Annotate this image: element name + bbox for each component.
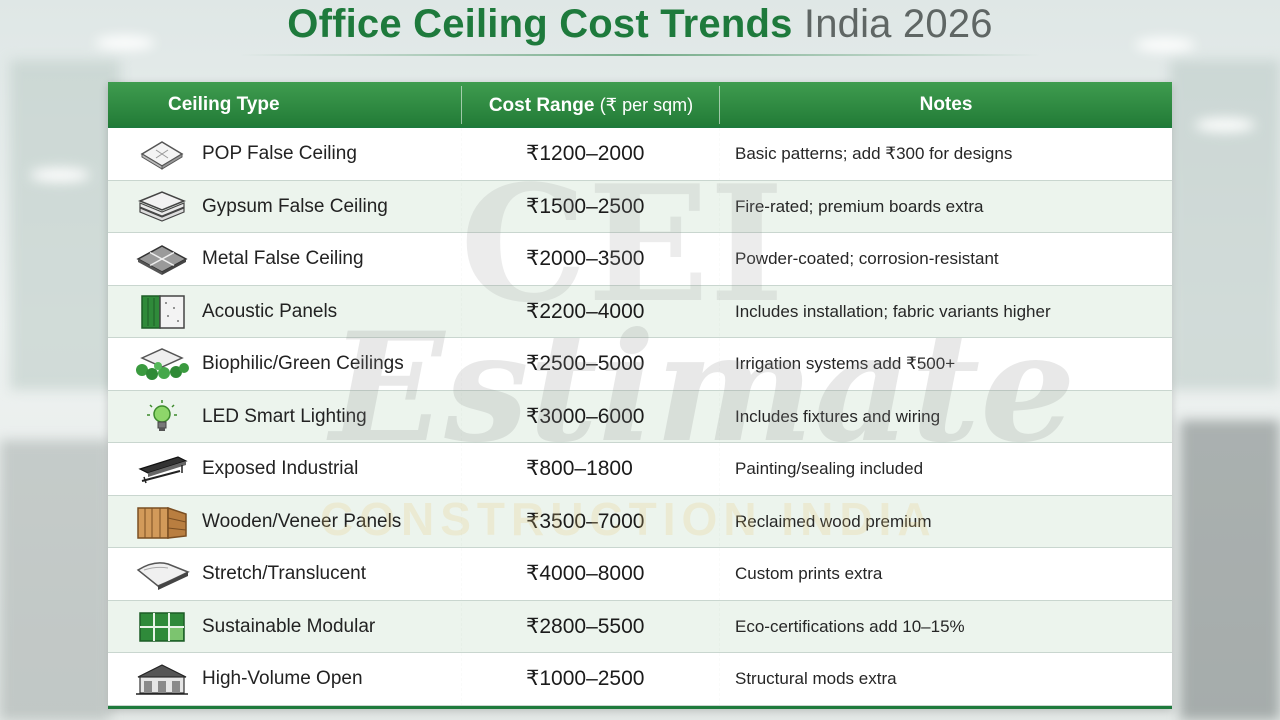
ceiling-type: Gypsum False Ceiling [202, 195, 388, 217]
ceiling-type: Stretch/Translucent [202, 563, 367, 584]
industrial-beam-icon [134, 451, 190, 487]
plant-ceiling-icon [134, 346, 190, 382]
title-underline [240, 54, 1040, 56]
warehouse-icon [134, 661, 190, 697]
cost-range: ₹1000–2500 [526, 667, 645, 690]
note: Irrigation systems add ₹500+ [735, 354, 956, 373]
cost-range: ₹2800–5500 [526, 614, 645, 638]
ceiling-type: Acoustic Panels [202, 300, 338, 322]
ceiling-type: Wooden/Veneer Panels [202, 510, 402, 532]
cost-range: ₹1500–2500 [526, 194, 645, 218]
note: Powder-coated; corrosion-resistant [735, 249, 999, 268]
cost-range: ₹2200–4000 [526, 299, 645, 323]
cost-table: Ceiling Type Cost Range (₹ per sqm) Note… [108, 82, 1172, 709]
note: Fire-rated; premium boards extra [735, 196, 984, 216]
ceiling-type: Biophilic/Green Ceilings [202, 353, 404, 374]
table-header: Ceiling Type Cost Range (₹ per sqm) Note… [108, 82, 1172, 128]
table-row: Wooden/Veneer Panels ₹3500–7000 Reclaime… [108, 495, 1172, 548]
table-row: Acoustic Panels ₹2200–4000 Includes inst… [108, 285, 1172, 338]
table-row: Stretch/Translucent ₹4000–8000 Custom pr… [108, 548, 1172, 601]
metal-tiles-icon [134, 241, 190, 277]
note: Reclaimed wood premium [735, 511, 932, 531]
table-row: Gypsum False Ceiling ₹1500–2500 Fire-rat… [108, 180, 1172, 233]
pop-panel-icon [134, 136, 190, 172]
header-cost-label: Cost Range [488, 95, 595, 116]
header-rule [108, 126, 1172, 128]
title-main: Office Ceiling Cost Trends [287, 2, 793, 46]
modular-grid-icon [134, 609, 190, 645]
note: Includes installation; fabric variants h… [735, 301, 1051, 321]
light-bulb-icon [134, 399, 190, 435]
note: Includes fixtures and wiring [735, 406, 941, 426]
cost-range: ₹800–1800 [526, 457, 633, 480]
table-row: Biophilic/Green Ceilings ₹2500–5000 Irri… [108, 338, 1172, 391]
cost-range: ₹4000–8000 [526, 562, 645, 585]
header-ceiling-type: Ceiling Type [168, 94, 280, 115]
header-divider [719, 86, 720, 124]
note: Basic patterns; add ₹300 for designs [735, 144, 1013, 163]
table-row: High-Volume Open ₹1000–2500 Structural m… [108, 653, 1172, 706]
note: Structural mods extra [735, 669, 897, 688]
note: Eco-certifications add 10–15% [735, 616, 965, 636]
ceiling-type: POP False Ceiling [202, 143, 357, 164]
cost-range: ₹3500–7000 [526, 509, 645, 533]
cost-range: ₹2000–3500 [526, 247, 645, 270]
cost-range: ₹2500–5000 [526, 352, 645, 375]
ceiling-type: Exposed Industrial [202, 458, 359, 479]
ceiling-type: High-Volume Open [202, 668, 363, 689]
table-row: POP False Ceiling ₹1200–2000 Basic patte… [108, 128, 1172, 181]
ceiling-type: Sustainable Modular [202, 615, 376, 637]
header-cost-range: Cost Range (₹ per sqm) [462, 82, 720, 128]
page-title: Office Ceiling Cost Trends India 2026 [0, 2, 1280, 47]
title-sub: India 2026 [803, 2, 993, 46]
header-cost-unit: (₹ per sqm) [599, 95, 694, 115]
header-divider [461, 86, 462, 124]
acoustic-panel-icon [134, 294, 190, 330]
stretch-membrane-icon [134, 556, 190, 592]
header-notes: Notes [919, 94, 973, 115]
note: Custom prints extra [735, 564, 883, 583]
ceiling-type: Metal False Ceiling [202, 248, 364, 269]
ceiling-type: LED Smart Lighting [202, 405, 367, 427]
table-row: LED Smart Lighting ₹3000–6000 Includes f… [108, 390, 1172, 443]
table-row: Sustainable Modular ₹2800–5500 Eco-certi… [108, 600, 1172, 653]
table-row: Metal False Ceiling ₹2000–3500 Powder-co… [108, 233, 1172, 286]
gypsum-boards-icon [134, 189, 190, 225]
wood-panel-icon [134, 504, 190, 540]
table-row: Exposed Industrial ₹800–1800 Painting/se… [108, 443, 1172, 496]
cost-range: ₹1200–2000 [526, 142, 645, 165]
table-body: POP False Ceiling ₹1200–2000 Basic patte… [108, 128, 1172, 706]
note: Painting/sealing included [735, 459, 924, 478]
cost-range: ₹3000–6000 [526, 404, 645, 428]
